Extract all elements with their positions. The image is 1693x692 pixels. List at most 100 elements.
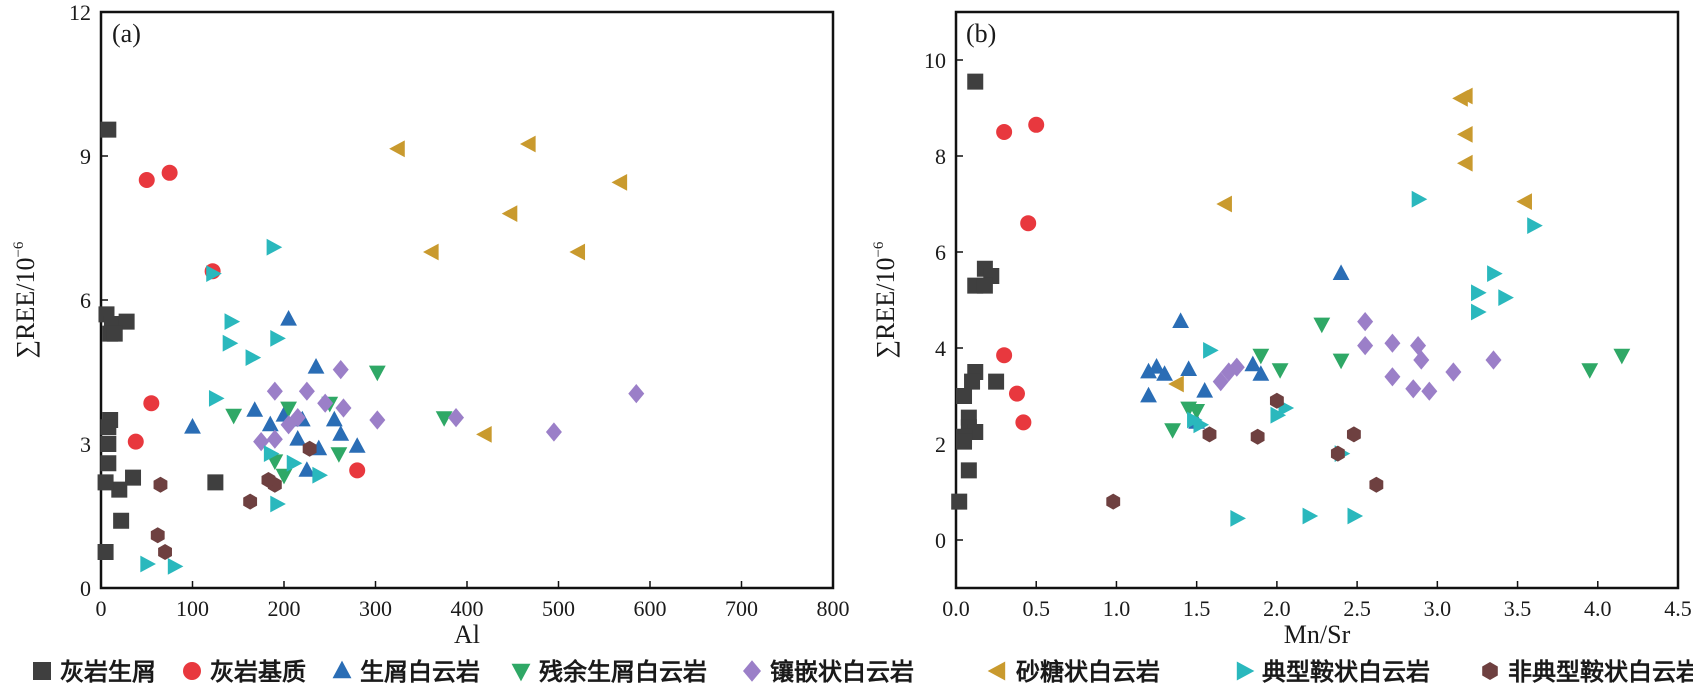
panel-b-x-tick-label: 1.5 [1183,596,1211,621]
panel-a-point-triangle-up [298,461,316,477]
panel-a-point-triangle-left [501,205,518,222]
panel-b-y-tick-label: 2 [935,432,946,457]
panel-b-point-square [960,462,977,479]
panel-a-point-triangle-right [286,454,303,472]
panel-b-point-triangle-right [1230,510,1246,527]
panel-b-point-triangle-up [1196,382,1214,398]
panel-a-point-square [97,474,114,491]
legend-marker-triangle-down [511,663,531,682]
legend-label: 生屑白云岩 [360,658,480,686]
panel-a-point-hexagon [153,476,168,493]
panel-a-point-triangle-up [332,425,350,441]
panel-b-point-square [964,373,981,390]
panel-b-point-hexagon [1369,476,1384,493]
legend-marker-diamond [743,660,761,682]
panel-a-point-hexagon [302,440,317,457]
legend-marker-triangle-right [1236,661,1255,681]
panel-b-y-tick-label: 4 [935,336,946,361]
panel-b-point-triangle-down [1164,423,1181,439]
panel-a-y-tick-label: 6 [80,288,91,313]
panel-b-point-hexagon [1250,428,1265,445]
panel-a-point-square [125,469,142,486]
panel-a-point-triangle-right [167,558,184,575]
legend-label: 灰岩基质 [210,658,306,686]
panel-a-x-tick-label: 400 [451,596,484,621]
legend-marker-circle [183,662,201,680]
panel-a-point-square [111,481,128,498]
panel-b-point-diamond [1384,333,1401,353]
panel-b-point-triangle-right [1471,303,1487,321]
panel-b-point-triangle-left [1457,87,1473,105]
panel-a-x-title: Al [454,620,480,649]
panel-a-x-tick-label: 0 [96,596,107,621]
panel-b-y-title: ∑REE/10−6 [871,241,900,358]
panel-b-y-title-main: ∑REE/10 [871,258,900,359]
panel-b-point-triangle-up [1156,365,1173,381]
panel-a-y-tick-label: 12 [69,0,91,25]
panel-a-point-triangle-right [224,313,241,330]
panel-b-point-triangle-down [1271,363,1289,379]
panel-a-point-triangle-right [263,445,280,462]
panel-b-point-circle [996,124,1013,140]
panel-b-point-triangle-down [1613,348,1631,365]
panel-a-point-circle [161,164,178,181]
panel-a-y-title-main: ∑REE/10 [11,258,40,359]
panel-b-point-diamond [1384,367,1401,387]
panel-b-point-triangle-left [1168,375,1184,393]
panel-a-point-circle [127,433,144,450]
panel-a-point-diamond [335,398,352,418]
panel-b-point-triangle-right [1411,190,1428,208]
legend-marker-square [33,662,51,680]
panel-b-point-triangle-left [1457,126,1473,143]
panel-b-point-triangle-right [1270,406,1287,424]
panel-a-point-triangle-right [140,555,156,573]
panel-b-x-tick-label: 0.0 [942,596,970,621]
panel-a-point-square [207,474,224,491]
legend-label: 镶嵌状白云岩 [770,658,914,686]
panel-a-point-triangle-down [368,365,386,382]
panel-a-point-diamond [628,384,645,404]
panel-b-x-tick-label: 1.0 [1103,596,1131,621]
panel-a-point-triangle-down [435,411,453,427]
panel-a-point-square [100,455,117,472]
panel-a-point-diamond [369,410,386,430]
panel-b-point-circle [1020,215,1037,232]
panel-a-point-triangle-up [184,418,201,434]
panel-a-point-triangle-left [389,140,405,158]
panel-a-point-triangle-up [261,415,279,432]
panel-a-y-tick-label: 9 [80,144,91,169]
panel-a-point-circle [349,462,366,479]
panel-b-point-diamond [1228,357,1245,377]
legend: 灰岩生屑 灰岩基质 生屑白云岩 残余生屑白云岩 镶嵌状白云岩 砂糖状白云岩 典型鞍状白云岩 非… [33,658,1693,686]
panel-a-point-triangle-up [325,410,343,427]
panel-a-x-tick-label: 200 [268,596,301,621]
panel-a-point-diamond [266,381,283,401]
panel-b-x-tick-label: 2.0 [1263,596,1291,621]
panel-b-point-triangle-right [1471,284,1487,302]
panel-b-point-triangle-up [1332,264,1350,280]
panel-b-point-triangle-up [1148,358,1165,374]
panel-b-point-diamond [1410,336,1427,356]
panel-b-x-tick-label: 3.0 [1424,596,1452,621]
panel-a-point-triangle-right [245,349,262,366]
panel-b-point-triangle-right [1302,507,1319,525]
panel-a-x-tick-label: 700 [725,596,758,621]
panel-a-y-title: ∑REE/10−6 [11,241,40,358]
panel-b-points [951,73,1631,527]
panel-a-y-tick-label: 0 [80,576,91,601]
panel-a-y-title-exp: −6 [11,241,27,257]
panel-a-points [97,121,645,575]
panel-b-point-triangle-down [1180,401,1198,418]
panel-b-point-circle [1028,116,1045,133]
panel-b-y-tick-label: 0 [935,528,946,553]
panel-b-x-tick-label: 4.5 [1664,596,1692,621]
panel-a-point-diamond [317,393,334,413]
panel-a-x-tick-label: 800 [817,596,850,621]
panel-a-point-triangle-left [569,243,586,261]
panel-a-point-triangle-left [423,243,439,261]
panel-a-point-diamond [289,408,306,428]
panel-b-point-circle [1015,414,1032,431]
panel-b-point-triangle-left [1516,193,1532,210]
panel-b-frame [954,10,1680,590]
